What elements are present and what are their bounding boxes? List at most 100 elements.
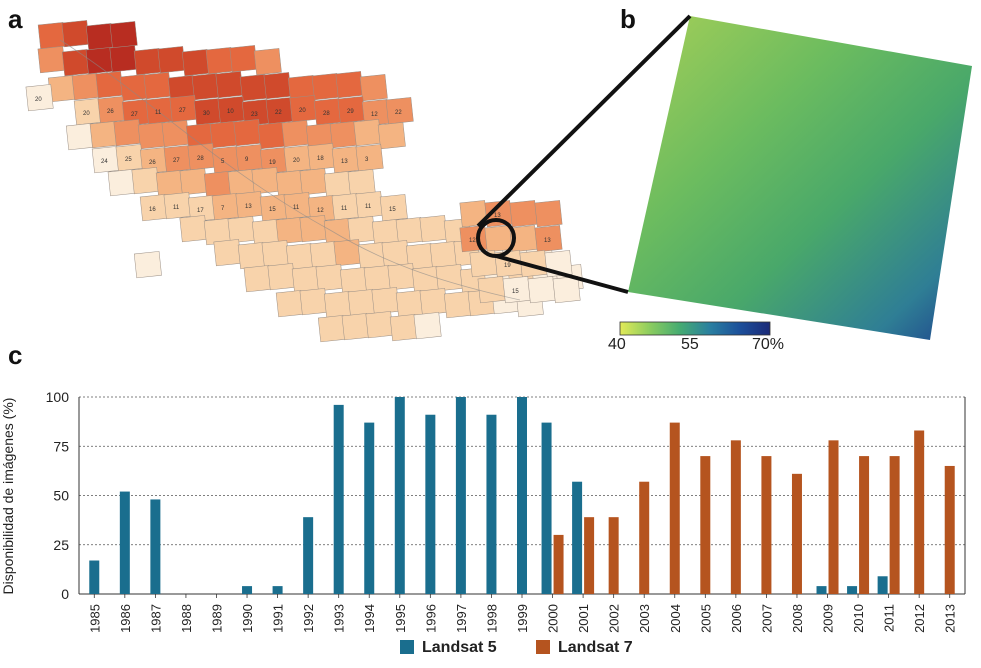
- zoom-connector-top: [476, 14, 692, 228]
- scene-tile: [477, 276, 506, 304]
- scene-tile: [71, 73, 100, 101]
- scene-tile: [85, 47, 114, 75]
- x-tick-label: 1995: [393, 604, 408, 633]
- scene-count-label: 26: [149, 160, 156, 166]
- scene-tile: [299, 215, 328, 243]
- bar-landsat7-2006: [730, 440, 741, 594]
- scene-tile: [227, 169, 256, 197]
- chart-bars: [89, 397, 955, 594]
- scene-count-label: 11: [155, 110, 162, 116]
- scene-tile: [299, 288, 328, 316]
- bar-landsat5-2000: [541, 422, 552, 594]
- bar-landsat7-2003: [639, 481, 650, 594]
- scene-tile: [261, 240, 290, 268]
- colorbar-tick-40: 40: [608, 336, 626, 353]
- scene-tile: [347, 169, 376, 197]
- scene-count-label: 13: [245, 204, 252, 210]
- magnified-scene-image: [628, 16, 972, 340]
- scene-count-label: 27: [173, 158, 180, 164]
- bar-landsat7-2000: [553, 534, 564, 594]
- scene-tile: [281, 120, 310, 148]
- scene-tile: [251, 167, 280, 195]
- scene-count-label: 24: [101, 159, 108, 165]
- scene-count-label: 20: [35, 97, 42, 103]
- scene-count-label: 28: [323, 111, 330, 117]
- scene-tile: [191, 73, 220, 101]
- scene-tile: [355, 144, 384, 172]
- x-tick-label: 2003: [637, 604, 652, 633]
- y-tick-label: 25: [53, 537, 69, 553]
- bar-landsat7-2010: [859, 456, 870, 594]
- bar-landsat7-2007: [761, 456, 772, 594]
- scene-tile: [395, 217, 424, 245]
- scene-count-label: 16: [149, 207, 156, 213]
- scene-tile: [275, 170, 304, 198]
- x-tick-label: 1993: [332, 604, 347, 633]
- scene-tile: [419, 215, 448, 243]
- scene-tile: [37, 46, 66, 74]
- x-tick-label: 1987: [148, 604, 163, 633]
- coastline-outline: [59, 39, 521, 301]
- bar-landsat5-2009: [816, 586, 827, 594]
- scene-tile: [371, 287, 400, 315]
- scene-count-label: 20: [299, 108, 306, 114]
- scene-count-label: 19: [504, 263, 511, 269]
- scene-count-label: 3: [365, 157, 369, 163]
- scene-tile: [85, 23, 114, 51]
- panel-label-a: a: [8, 4, 23, 34]
- scene-count-label: 18: [317, 156, 324, 162]
- scene-tile: [429, 241, 458, 269]
- x-tick-label: 2005: [698, 604, 713, 633]
- x-tick-label: 1990: [240, 604, 255, 633]
- scene-tile: [275, 217, 304, 245]
- scene-tile: [257, 122, 286, 150]
- scene-tile: [365, 311, 394, 339]
- scene-tile: [233, 119, 262, 147]
- bar-landsat7-2013: [944, 465, 955, 594]
- scene-tile: [239, 74, 268, 102]
- panel-label-c: c: [8, 340, 23, 370]
- scene-count-label: 15: [512, 289, 519, 295]
- x-tick-label: 2000: [546, 604, 561, 633]
- scene-tile: [341, 313, 370, 341]
- bar-landsat5-1990: [242, 586, 253, 594]
- scene-tile: [484, 225, 513, 253]
- bar-landsat5-2001: [572, 481, 583, 594]
- bar-landsat5-1998: [486, 414, 497, 594]
- scene-tile: [179, 168, 208, 196]
- scene-tile: [155, 170, 184, 198]
- bar-landsat5-1986: [119, 491, 130, 594]
- scene-tile: [411, 266, 440, 294]
- scene-tile: [227, 216, 256, 244]
- scene-count-label: 17: [197, 208, 204, 214]
- scene-tile: [323, 291, 352, 319]
- scene-count-label: 5: [221, 159, 225, 165]
- scene-tile: [37, 22, 66, 50]
- scene-tile: [235, 144, 264, 172]
- y-tick-label: 0: [61, 586, 69, 602]
- scene-count-label: 25: [125, 157, 132, 163]
- scene-count-label: 10: [227, 109, 234, 115]
- x-tick-label: 2007: [759, 604, 774, 633]
- x-tick-label: 1996: [423, 604, 438, 633]
- x-tick-label: 1986: [118, 604, 133, 633]
- scene-count-label: 23: [251, 112, 258, 118]
- scene-tile: [243, 265, 272, 293]
- x-tick-label: 1998: [484, 604, 499, 633]
- scene-count-label: 30: [203, 111, 210, 117]
- bar-landsat5-1992: [303, 517, 314, 594]
- scene-tile: [347, 216, 376, 244]
- scene-tile: [347, 289, 376, 317]
- panel-label-b: b: [620, 4, 636, 34]
- scene-count-label: 11: [365, 204, 372, 210]
- y-tick-label: 50: [53, 488, 69, 504]
- scene-count-label: 20: [293, 158, 300, 164]
- scene-tile: [317, 315, 346, 343]
- scene-count-label: 11: [173, 205, 180, 211]
- scene-tile: [299, 168, 328, 196]
- x-tick-label: 1988: [179, 604, 194, 633]
- scene-tile: [213, 239, 242, 267]
- scene-tile: [395, 290, 424, 318]
- x-tick-label: 2001: [576, 604, 591, 633]
- scene-tile: [311, 73, 340, 101]
